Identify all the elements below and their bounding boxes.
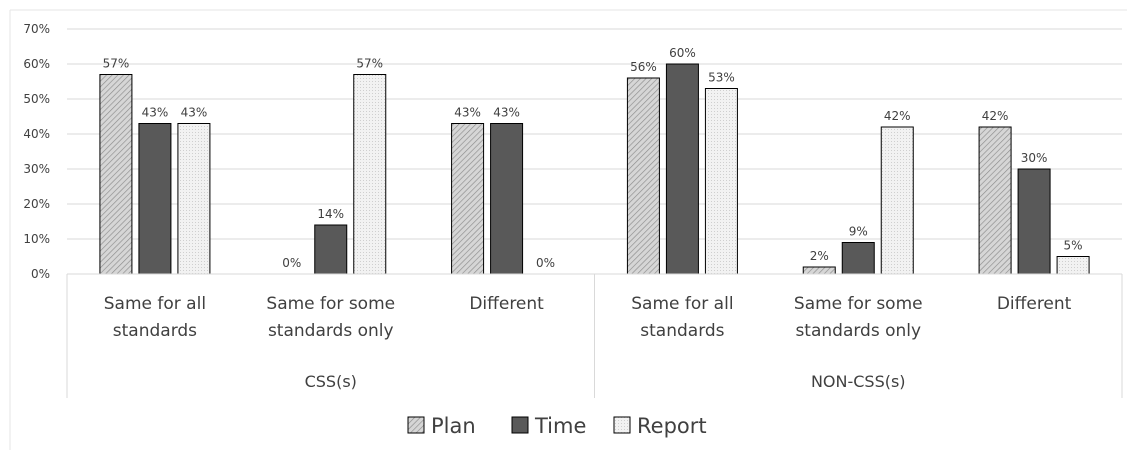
bar-report-2-3 bbox=[1056, 256, 1090, 275]
data-label: 60% bbox=[669, 46, 696, 60]
y-tick-label: 30% bbox=[23, 162, 50, 176]
data-label: 42% bbox=[982, 109, 1009, 123]
category-label: Same for all standards bbox=[631, 294, 733, 341]
legend-label: Time bbox=[534, 414, 586, 438]
bar-time-1-3 bbox=[490, 123, 524, 275]
legend-label: Report bbox=[637, 414, 707, 438]
group-label: CSS(s) bbox=[305, 372, 357, 391]
legend-item-report: Report bbox=[613, 414, 707, 438]
y-tick-label: 40% bbox=[23, 127, 50, 141]
bar-time-2-1 bbox=[665, 63, 699, 275]
data-label: 57% bbox=[356, 57, 383, 71]
data-label: 43% bbox=[454, 106, 481, 120]
data-label: 43% bbox=[142, 106, 169, 120]
data-label: 57% bbox=[103, 57, 130, 71]
data-label: 0% bbox=[282, 256, 301, 270]
category-label: Different bbox=[997, 294, 1072, 314]
legend-swatch bbox=[511, 416, 529, 434]
y-tick-label: 60% bbox=[23, 57, 50, 71]
bar-plan-2-1 bbox=[626, 77, 660, 275]
y-tick-label: 0% bbox=[31, 267, 50, 281]
bar-time-1-2 bbox=[314, 224, 348, 275]
data-label: 2% bbox=[810, 249, 829, 263]
data-label: 0% bbox=[536, 256, 555, 270]
bar-plan-1-1 bbox=[99, 74, 133, 275]
category-label: Same for all standards bbox=[104, 294, 206, 341]
group-label: NON-CSS(s) bbox=[811, 372, 906, 391]
data-label: 9% bbox=[849, 225, 868, 239]
data-label: 43% bbox=[181, 106, 208, 120]
bar-report-2-2 bbox=[880, 126, 914, 275]
bar-time-1-1 bbox=[138, 123, 172, 275]
data-label: 43% bbox=[493, 106, 520, 120]
bar-plan-2-3 bbox=[978, 126, 1012, 275]
legend-item-time: Time bbox=[511, 414, 586, 438]
data-label: 56% bbox=[630, 60, 657, 74]
category-label: Same for some standards only bbox=[794, 294, 923, 341]
bar-report-1-1 bbox=[177, 123, 211, 275]
bar-report-1-2 bbox=[353, 74, 387, 275]
category-label: Same for some standards only bbox=[266, 294, 395, 341]
bar-time-2-3 bbox=[1017, 168, 1051, 275]
data-label: 53% bbox=[708, 71, 735, 85]
data-label: 5% bbox=[1064, 239, 1083, 253]
y-tick-label: 20% bbox=[23, 197, 50, 211]
category-label: Different bbox=[469, 294, 544, 314]
bar-plan-2-2 bbox=[802, 266, 836, 275]
y-tick-label: 50% bbox=[23, 92, 50, 106]
legend-swatch bbox=[613, 416, 631, 434]
y-tick-label: 10% bbox=[23, 232, 50, 246]
data-label: 14% bbox=[317, 207, 344, 221]
legend-label: Plan bbox=[431, 414, 476, 438]
legend-swatch bbox=[407, 416, 425, 434]
bar-time-2-2 bbox=[841, 242, 875, 275]
data-label: 42% bbox=[884, 109, 911, 123]
legend-item-plan: Plan bbox=[407, 414, 476, 438]
y-tick-label: 70% bbox=[23, 22, 50, 36]
bar-report-2-1 bbox=[704, 88, 738, 275]
bar-plan-1-3 bbox=[451, 123, 485, 275]
data-label: 30% bbox=[1021, 151, 1048, 165]
